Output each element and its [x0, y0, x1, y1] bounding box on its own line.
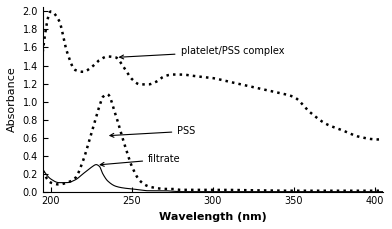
- Text: platelet/PSS complex: platelet/PSS complex: [120, 46, 284, 59]
- Text: PSS: PSS: [110, 126, 196, 137]
- Y-axis label: Absorbance: Absorbance: [7, 66, 17, 132]
- X-axis label: Wavelength (nm): Wavelength (nm): [159, 212, 267, 222]
- Text: filtrate: filtrate: [100, 154, 181, 166]
